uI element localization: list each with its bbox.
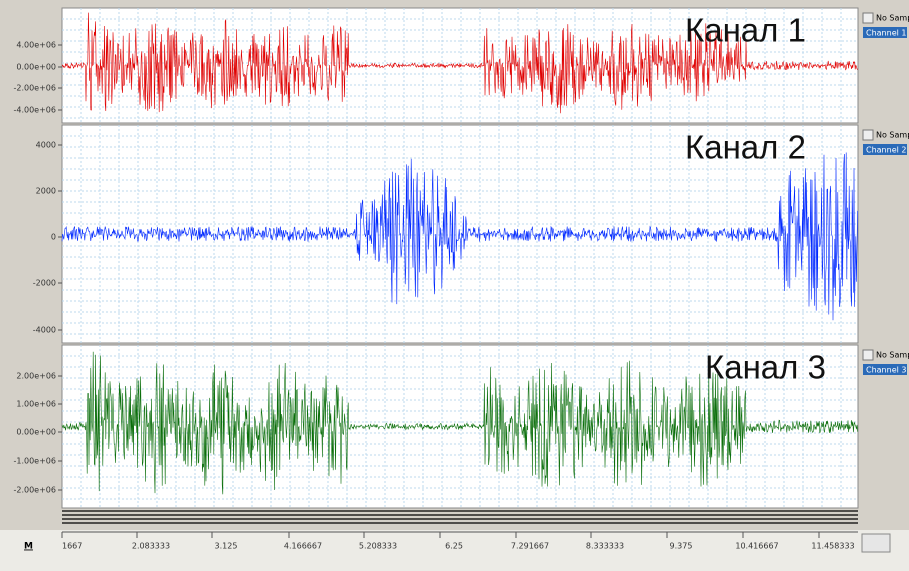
y-tick-label: 2.00e+06 [16, 372, 56, 381]
y-tick-label: 4000 [36, 141, 56, 150]
channel-title: Канал 3 [705, 349, 826, 386]
x-tick-label: 9.375 [670, 542, 693, 551]
x-tick-label: 4.166667 [284, 542, 322, 551]
dropdown[interactable]: No Samp [876, 14, 909, 23]
channel-button-label[interactable]: Channel 3 [866, 366, 906, 375]
channel-title: Канал 2 [685, 129, 806, 166]
y-tick-label: 4.00e+06 [16, 41, 56, 50]
x-tick-label: 10.416667 [735, 542, 778, 551]
y-tick-label: -2.00e+06 [13, 486, 56, 495]
channel-button[interactable] [863, 144, 907, 155]
x-tick-label: 6.25 [445, 542, 463, 551]
axis-strip [0, 530, 909, 571]
dropdown-arrow[interactable] [862, 349, 874, 361]
x-tick-label: 11.458333 [811, 542, 854, 551]
y-tick-label: 0.00e+00 [16, 63, 56, 72]
channel-button[interactable] [863, 364, 907, 375]
dropdown-arrow[interactable] [862, 129, 874, 141]
x-tick-label: 2.083333 [132, 542, 170, 551]
x-tick-label: 3.125 [215, 542, 238, 551]
y-tick-label: -2000 [33, 279, 56, 288]
y-tick-label: -4.00e+06 [13, 106, 56, 115]
waveform [61, 152, 858, 321]
y-tick-label: 0 [51, 233, 56, 242]
y-tick-label: -4000 [33, 326, 56, 335]
x-tick-label: 7.291667 [511, 542, 549, 551]
y-tick-label: -1.00e+06 [13, 457, 56, 466]
channel-title: Канал 1 [685, 12, 806, 49]
waveform [61, 351, 858, 495]
x-tick-label: 8.333333 [586, 542, 624, 551]
y-tick-label: 2000 [36, 187, 56, 196]
dropdown[interactable]: No Samp [876, 131, 909, 140]
y-tick-label: -2.00e+06 [13, 84, 56, 93]
zoom-button[interactable] [861, 533, 891, 553]
y-tick-label: 1.00e+06 [16, 400, 56, 409]
x-tick-label: 5.208333 [359, 542, 397, 551]
channel-button-label[interactable]: Channel 1 [866, 29, 906, 38]
marker-label: M [24, 542, 33, 552]
waveform [61, 12, 858, 114]
dropdown[interactable]: No Samp [876, 351, 909, 360]
dropdown-arrow[interactable] [862, 12, 874, 24]
x-tick-label: 1667 [62, 542, 82, 551]
y-tick-label: 0.00e+00 [16, 428, 56, 437]
channel-button-label[interactable]: Channel 2 [866, 146, 906, 155]
channel-button[interactable] [863, 27, 907, 38]
